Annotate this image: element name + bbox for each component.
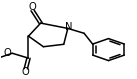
Text: N: N — [65, 22, 73, 32]
Text: O: O — [29, 2, 36, 12]
Text: O: O — [4, 48, 12, 58]
Text: O: O — [22, 67, 30, 77]
